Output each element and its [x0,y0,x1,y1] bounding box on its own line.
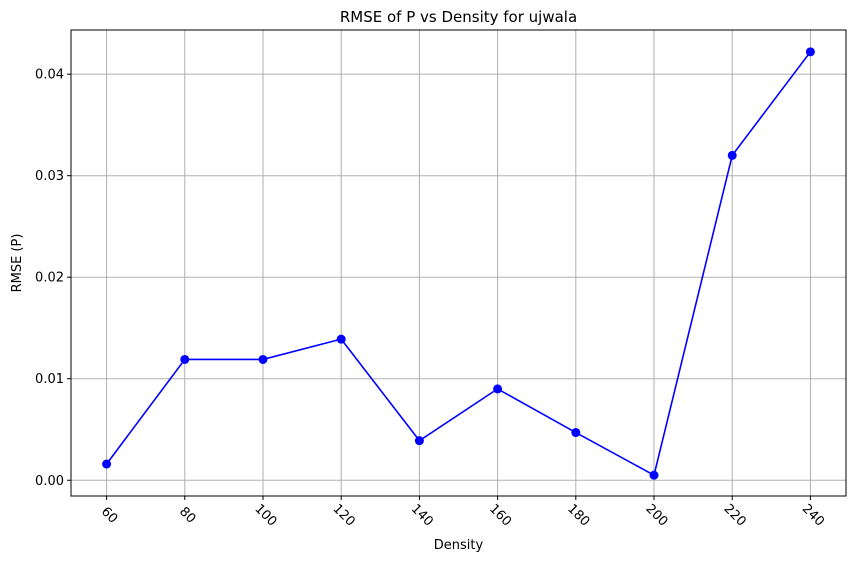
y-tick-label: 0.01 [35,372,64,387]
grid-lines [71,30,846,496]
y-tick-label: 0.04 [35,68,64,83]
y-tick-label: 0.02 [35,271,64,286]
plot-area-frame [70,29,847,497]
chart-title: RMSE of P vs Density for ujwala [340,8,577,26]
y-tick-label: 0.03 [35,169,64,184]
x-axis-label: Density [434,538,484,553]
data-point [571,428,581,438]
data-point [102,459,112,469]
data-point [493,384,503,394]
data-point [258,354,268,364]
series-layer [102,47,815,480]
y-axis-label: RMSE (P) [10,234,25,293]
data-point [414,436,424,446]
data-point [805,47,815,57]
data-point [180,354,190,364]
series-line [105,51,812,476]
y-tick-label: 0.00 [35,474,64,489]
data-point [649,470,659,480]
data-point [336,334,346,344]
data-point [727,150,737,160]
